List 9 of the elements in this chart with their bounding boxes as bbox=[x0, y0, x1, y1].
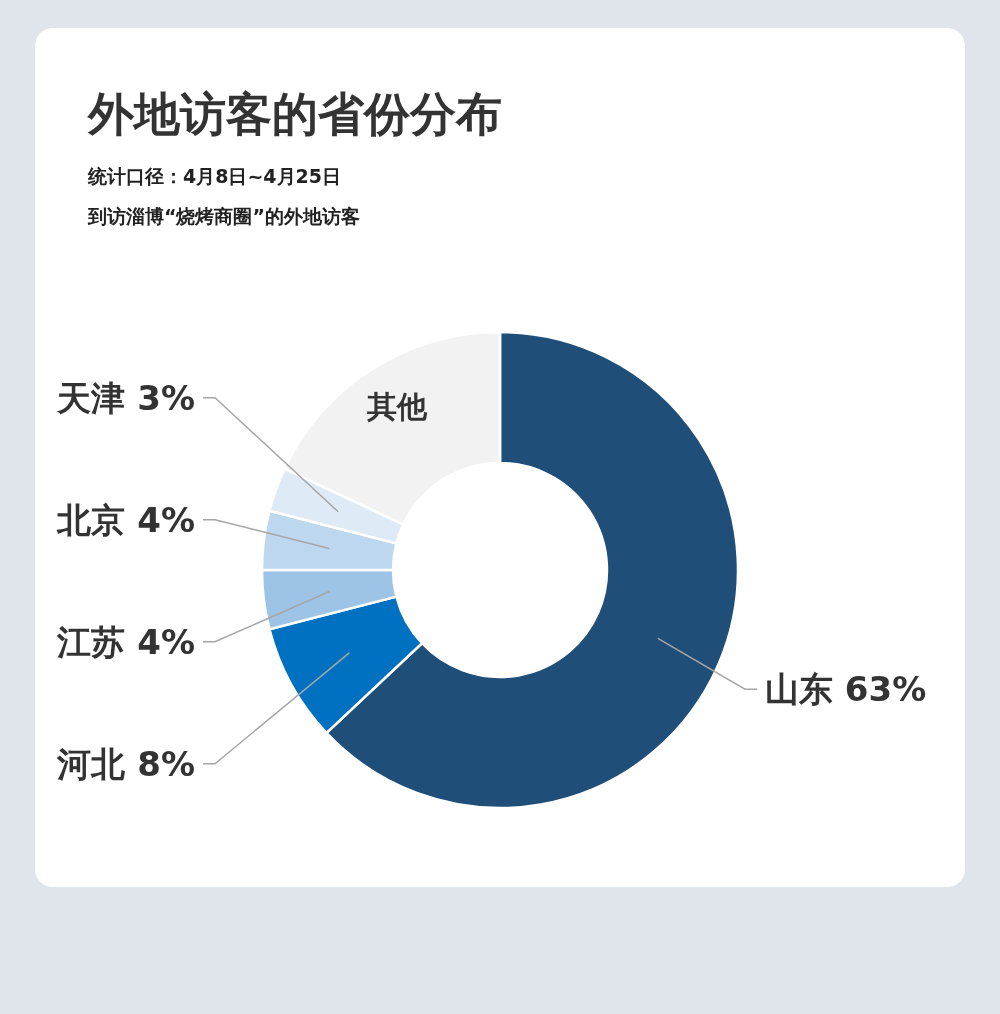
slice-label: 江苏 4% bbox=[56, 621, 195, 662]
slice-label: 天津 3% bbox=[56, 377, 195, 418]
slice-label: 北京 4% bbox=[56, 499, 195, 540]
chart-subtitle: 统计口径：4月8日~4月25日 bbox=[87, 165, 342, 187]
slice-label: 河北 8% bbox=[56, 743, 195, 784]
text: 到访淄博“烧烤商圈”的外地访客 bbox=[87, 205, 360, 227]
slice-label: 其他 bbox=[365, 389, 428, 425]
chart-title: 外地访客的省份分布 bbox=[86, 87, 502, 141]
slice-label: 山东 63% bbox=[765, 669, 927, 710]
